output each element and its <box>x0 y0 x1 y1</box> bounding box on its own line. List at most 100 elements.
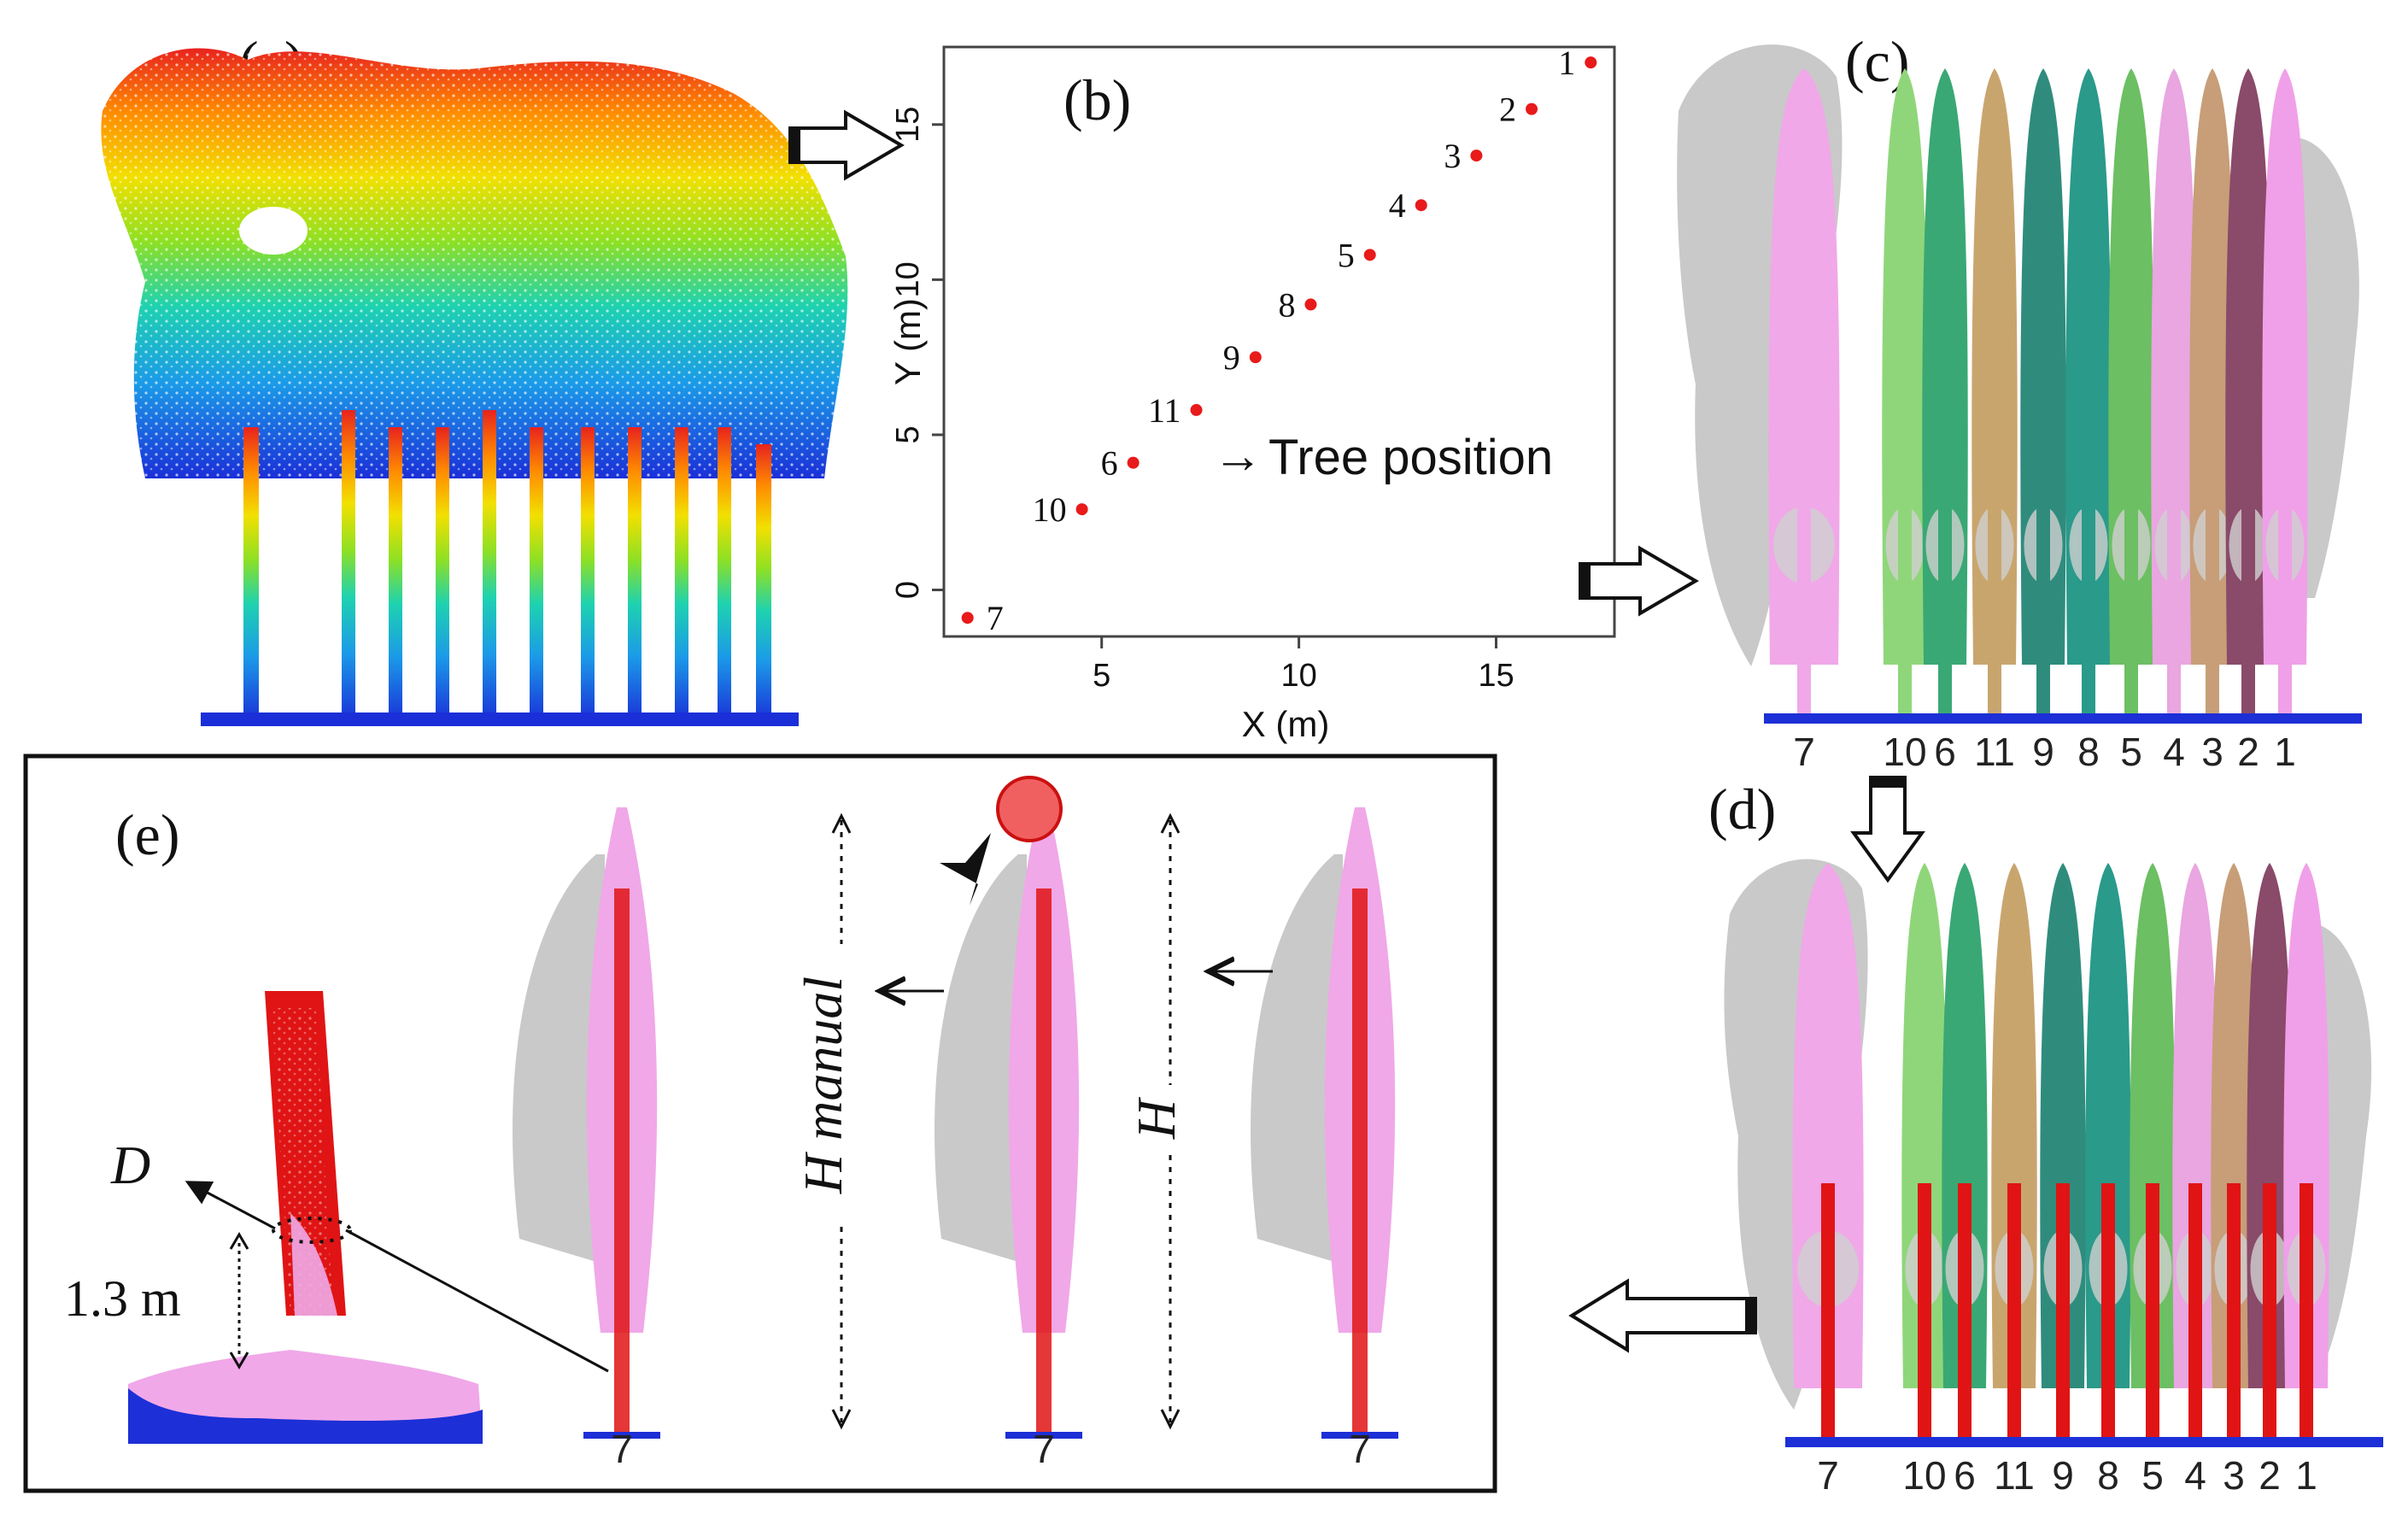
tree-stem-3 <box>2206 460 2219 716</box>
tree-position-point <box>1363 249 1376 261</box>
tree-stem-5 <box>2146 1183 2159 1440</box>
zoomed-stem <box>128 991 483 1444</box>
mini-ground <box>583 1432 660 1439</box>
panel-d-label: (d) <box>1708 777 1776 842</box>
tree-position-label: 1 <box>1558 44 1575 82</box>
tree-id-label: 9 <box>2032 730 2054 774</box>
tree-stem-1 <box>2300 1183 2313 1440</box>
tree-id-label: 1 <box>2274 730 2296 774</box>
manual-top-marker <box>996 776 1063 842</box>
x-axis-label: X (m) <box>1242 704 1330 744</box>
panel-d: (d) 7 10 6 11 9 8 5 4 3 2 1 <box>1708 777 2383 1498</box>
tree-position-label: 9 <box>1223 338 1240 377</box>
mini-gray-crown <box>1251 854 1343 1264</box>
tree-position-label: 7 <box>987 599 1004 637</box>
tree-position-point <box>1470 150 1483 162</box>
x-tick-label: 5 <box>1093 658 1110 694</box>
lidar-trunks <box>243 410 771 722</box>
mini-tree-label-1: 7 <box>611 1427 633 1471</box>
arrow-d-to-e <box>1568 1278 1757 1353</box>
tree-position-label: 10 <box>1033 490 1067 529</box>
y-tick-label: 15 <box>890 107 926 143</box>
tree-position-point <box>1526 103 1538 115</box>
panel-e: (e) D 1.3 m H manual <box>23 754 1497 1493</box>
y-tick-label: 0 <box>890 581 926 599</box>
mini-tree-label-3: 7 <box>1349 1427 1371 1471</box>
arrow-a-to-b <box>788 109 905 181</box>
tree-id-label: 1 <box>2295 1453 2317 1498</box>
y-tick-label: 10 <box>890 261 926 297</box>
breast-height-label: 1.3 m <box>64 1270 181 1327</box>
tree-position-point <box>1249 351 1262 364</box>
tree-id-label: 2 <box>2237 730 2259 774</box>
tree-stem-1 <box>2278 460 2292 716</box>
tree-id-label: 4 <box>2163 730 2185 774</box>
tree-id-label: 6 <box>1954 1453 1976 1498</box>
annotation-arrow: → <box>1213 428 1263 484</box>
mini-ground <box>1005 1432 1082 1439</box>
tree-stem-11 <box>2007 1183 2021 1440</box>
h-manual-label: H manual <box>793 976 853 1194</box>
tree-id-label: 3 <box>2223 1453 2245 1498</box>
panel-a: (a) <box>94 29 863 726</box>
y-axis-label: Y (m) <box>888 298 928 385</box>
tree-stem-4 <box>2167 460 2181 716</box>
tree-stem-11 <box>1988 460 2001 716</box>
tree-id-label: 10 <box>1902 1453 1946 1498</box>
arrow-b-to-c <box>1579 545 1699 617</box>
tree-stem-2 <box>2263 1183 2276 1440</box>
diameter-label: D <box>110 1135 150 1195</box>
tree-stem-10 <box>1918 1183 1931 1440</box>
tree-position-point <box>1190 403 1203 416</box>
y-tick-label: 5 <box>890 425 926 443</box>
tree-position-label: 11 <box>1148 391 1181 430</box>
diameter-arrow <box>185 1181 276 1230</box>
x-tick-label: 15 <box>1478 658 1514 694</box>
tree-id-label: 5 <box>2120 730 2142 774</box>
tree-position-label: 3 <box>1444 137 1461 175</box>
tree-stem-7 <box>1821 1183 1835 1440</box>
tree-position-label: 4 <box>1389 186 1406 225</box>
mini-red-stem <box>1036 888 1052 1435</box>
lidar-ground <box>201 713 799 726</box>
x-tick-label: 10 <box>1280 658 1316 694</box>
tree-stem-4 <box>2188 1183 2202 1440</box>
tree-position-label: 2 <box>1499 91 1516 129</box>
tree-position-point <box>1127 456 1140 469</box>
tree-id-label: 2 <box>2259 1453 2281 1498</box>
tree-stem-10 <box>1898 460 1912 716</box>
tree-stem-9 <box>2036 460 2050 716</box>
tree-id-label: 11 <box>1994 1453 2035 1498</box>
tree-stem-7 <box>1797 460 1811 716</box>
tree-stem-6 <box>1938 460 1952 716</box>
ground-c <box>1764 713 2362 724</box>
tree-id-label: 3 <box>2201 730 2223 774</box>
tree-id-label: 5 <box>2141 1453 2164 1498</box>
tree-id-label: 10 <box>1883 730 1926 774</box>
tree-position-point <box>961 612 974 625</box>
tree-id-label: 7 <box>1817 1453 1839 1498</box>
tree-stem-5 <box>2124 460 2138 716</box>
tree-id-label: 11 <box>1974 730 2015 774</box>
mini-red-stem <box>614 888 630 1435</box>
plot-frame <box>942 45 1616 638</box>
h-label: H <box>1126 1096 1186 1140</box>
mini-ground <box>1321 1432 1398 1439</box>
tree-position-point <box>1075 503 1088 516</box>
tree-position-point <box>1585 56 1597 69</box>
tree-stem-6 <box>1958 1183 1972 1440</box>
mini-tree-label-2: 7 <box>1033 1427 1055 1471</box>
arrow-c-to-d <box>1850 776 1925 883</box>
panel-c: (c) 7 10 6 11 9 8 5 4 3 2 1 <box>1677 29 2362 774</box>
tree-id-label: 8 <box>2097 1453 2119 1498</box>
zoom-connector-line <box>345 1229 609 1373</box>
pointer-cursor-icon <box>940 833 991 906</box>
mini-gray-crown <box>513 854 605 1264</box>
tree-position-annotation: Tree position <box>1268 430 1553 485</box>
tree-stem-8 <box>2101 1183 2115 1440</box>
tree-position-label: 5 <box>1338 236 1355 274</box>
tree-position-label: 8 <box>1278 285 1295 324</box>
tree-id-label: 4 <box>2184 1453 2206 1498</box>
tree-stem-3 <box>2227 1183 2241 1440</box>
